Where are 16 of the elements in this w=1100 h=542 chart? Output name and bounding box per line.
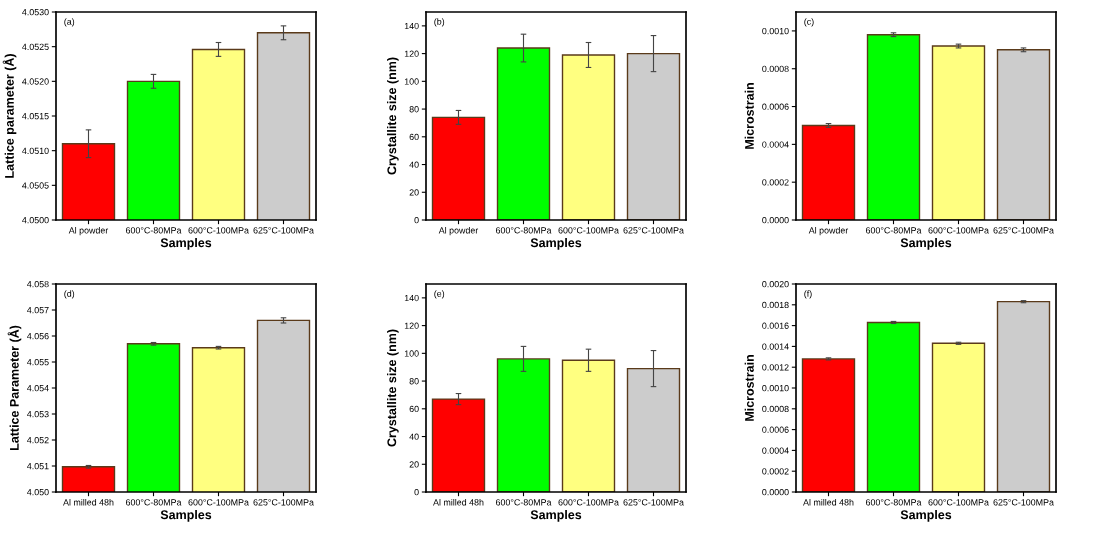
bar (496, 47, 551, 220)
bar (866, 33, 921, 220)
bar (931, 45, 986, 220)
bar (996, 49, 1051, 220)
bar (431, 116, 486, 220)
bar (431, 398, 486, 492)
bar (626, 52, 681, 220)
bar (626, 367, 681, 492)
bar (561, 359, 616, 492)
bar (496, 358, 551, 492)
bar (801, 124, 856, 220)
bar (996, 300, 1051, 492)
bar (866, 321, 921, 492)
bar (561, 54, 616, 220)
bar (801, 358, 856, 492)
bar (931, 342, 986, 492)
